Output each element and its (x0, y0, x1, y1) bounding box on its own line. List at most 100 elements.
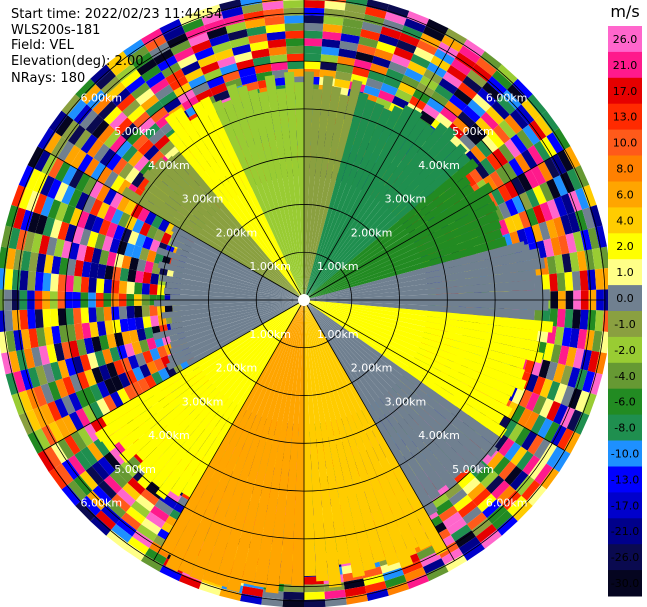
ring-label: 2.00km (216, 362, 258, 375)
ring-label: 1.00km (249, 260, 291, 273)
noise-cell (141, 518, 162, 535)
noise-cell (522, 124, 541, 145)
noise-cell (38, 345, 50, 366)
noise-cell (125, 215, 138, 231)
noise-cell (61, 165, 78, 186)
noise-cell (75, 78, 96, 100)
noise-cell (211, 41, 232, 54)
noise-cell (149, 347, 161, 361)
noise-cell (143, 122, 161, 140)
noise-cell (391, 95, 409, 110)
noise-cell (523, 226, 536, 245)
noise-cell (380, 560, 402, 574)
velocity-cell (160, 300, 304, 556)
noise-cell (135, 233, 147, 248)
noise-cell (125, 75, 146, 94)
colorbar-tick: -21.0 (611, 525, 639, 538)
noise-cell (209, 82, 228, 96)
noise-cell (504, 180, 519, 199)
noise-cell (81, 322, 92, 339)
noise-cell (69, 207, 83, 227)
noise-cell (575, 390, 590, 413)
noise-cell (471, 518, 492, 537)
noise-cell (188, 32, 210, 47)
noise-cell (11, 392, 26, 416)
noise-cell (422, 558, 445, 575)
noise-cell (374, 48, 394, 62)
noise-cell (96, 184, 111, 202)
noise-cell (564, 271, 574, 291)
velocity-cell (304, 153, 471, 300)
colorbar-tick: 26.0 (613, 33, 638, 46)
noise-cell (530, 165, 547, 186)
noise-cell (11, 269, 21, 291)
velocity-cell (304, 193, 493, 300)
velocity-cell (253, 300, 304, 588)
noise-cell (322, 23, 343, 34)
noise-cell (34, 309, 44, 329)
noise-cell (73, 104, 93, 125)
velocity-cell (304, 107, 392, 301)
noise-cell (35, 365, 48, 386)
azimuth-spoke (153, 39, 305, 301)
noise-cell (532, 185, 547, 205)
velocity-cell (144, 181, 304, 300)
velocity-cell (304, 109, 423, 300)
noise-cell (516, 129, 534, 150)
noise-cell (342, 18, 364, 29)
noise-cell (117, 372, 131, 388)
noise-cell (109, 470, 128, 489)
noise-cell (54, 181, 69, 202)
noise-cell (401, 25, 423, 40)
noise-cell (83, 157, 100, 177)
noise-cell (95, 70, 116, 90)
noise-cell (438, 78, 458, 95)
noise-cell (475, 524, 497, 543)
noise-cell (457, 500, 478, 518)
noise-cell (553, 175, 568, 197)
noise-cell (19, 270, 29, 291)
noise-cell (82, 386, 97, 405)
noise-cell (115, 140, 133, 158)
noise-cell (97, 124, 116, 144)
noise-cell (558, 234, 570, 255)
velocity-cell (304, 300, 366, 578)
velocity-cell (304, 300, 400, 566)
noise-cell (560, 193, 575, 215)
noise-cell (101, 235, 114, 252)
noise-cell (54, 161, 71, 182)
noise-cell (72, 307, 82, 325)
noise-cell (73, 475, 93, 496)
noise-cell (95, 307, 105, 322)
noise-cell (84, 369, 97, 387)
noise-cell (336, 63, 354, 74)
velocity-cell (170, 294, 304, 300)
noise-cell (70, 149, 87, 170)
noise-cell (345, 593, 368, 605)
noise-cell (42, 308, 52, 328)
noise-cell (225, 21, 247, 34)
noise-cell (121, 145, 138, 163)
noise-cell (104, 265, 114, 280)
noise-cell (531, 223, 544, 243)
noise-cell (487, 129, 505, 149)
noise-cell (525, 188, 540, 208)
velocity-cell (304, 300, 516, 397)
ring-label: 1.00km (249, 328, 291, 341)
noise-cell (89, 262, 99, 279)
noise-cell (121, 330, 132, 345)
noise-cell (550, 236, 562, 256)
noise-cell (198, 581, 222, 596)
noise-cell (68, 169, 84, 189)
noise-cell (116, 93, 136, 112)
velocity-cell (304, 140, 457, 300)
noise-cell (34, 428, 51, 450)
velocity-cell (119, 300, 304, 450)
velocity-cell (265, 300, 304, 594)
noise-cell (72, 275, 82, 293)
noise-cell (96, 202, 110, 220)
velocity-cell (172, 151, 304, 300)
velocity-cell (137, 300, 304, 490)
noise-cell (148, 128, 166, 145)
noise-cell (206, 26, 228, 40)
